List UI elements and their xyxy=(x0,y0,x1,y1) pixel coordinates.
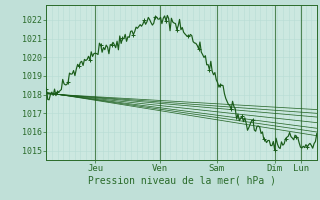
X-axis label: Pression niveau de la mer( hPa ): Pression niveau de la mer( hPa ) xyxy=(88,176,276,186)
